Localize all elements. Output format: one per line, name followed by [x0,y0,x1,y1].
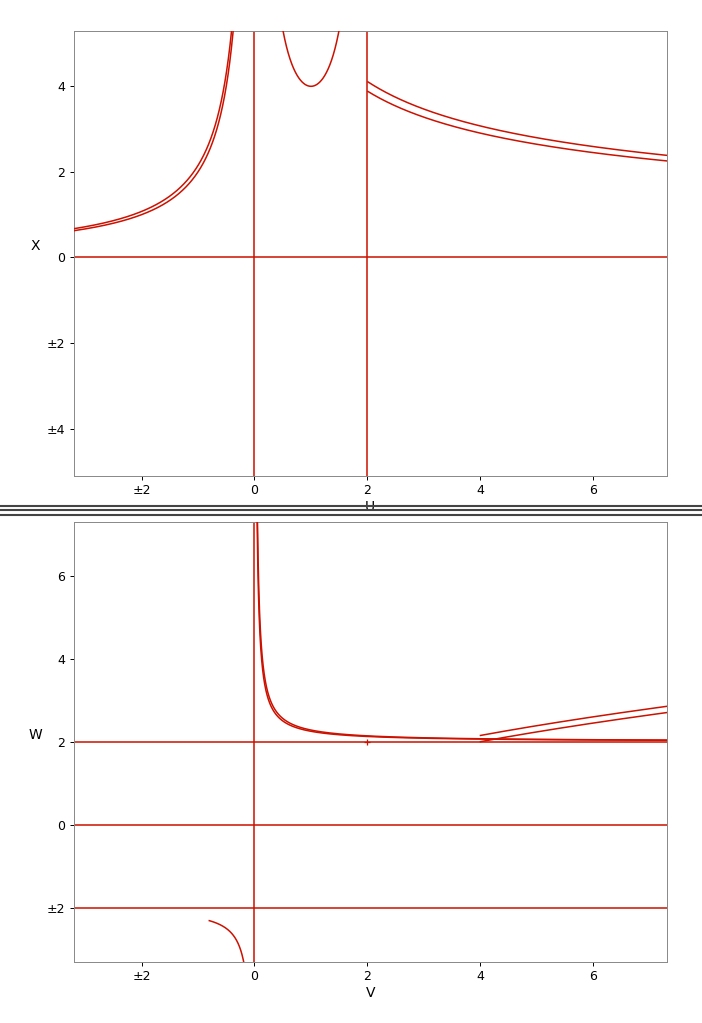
Y-axis label: W: W [29,727,43,742]
Y-axis label: X: X [31,239,41,253]
X-axis label: V: V [366,986,375,999]
X-axis label: U: U [365,500,376,514]
